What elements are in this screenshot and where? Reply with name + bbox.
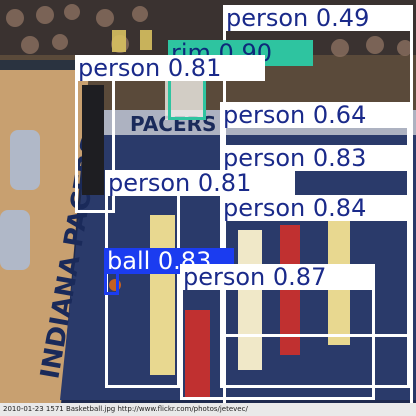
person-detection-label: person 0.81 <box>105 170 295 196</box>
photo-caption: 2010-01-23 1571 Basketball.jpg http://ww… <box>0 403 416 416</box>
person-detection-label: person 0.64 <box>220 102 410 128</box>
person-detection-label: person 0.87 <box>180 264 375 290</box>
person-detection-label: person 0.83 <box>220 145 410 171</box>
person-detection-label: person 0.49 <box>223 5 413 31</box>
person-detection-label: person 0.84 <box>220 195 410 221</box>
person-detection-label: person 0.81 <box>75 55 265 81</box>
